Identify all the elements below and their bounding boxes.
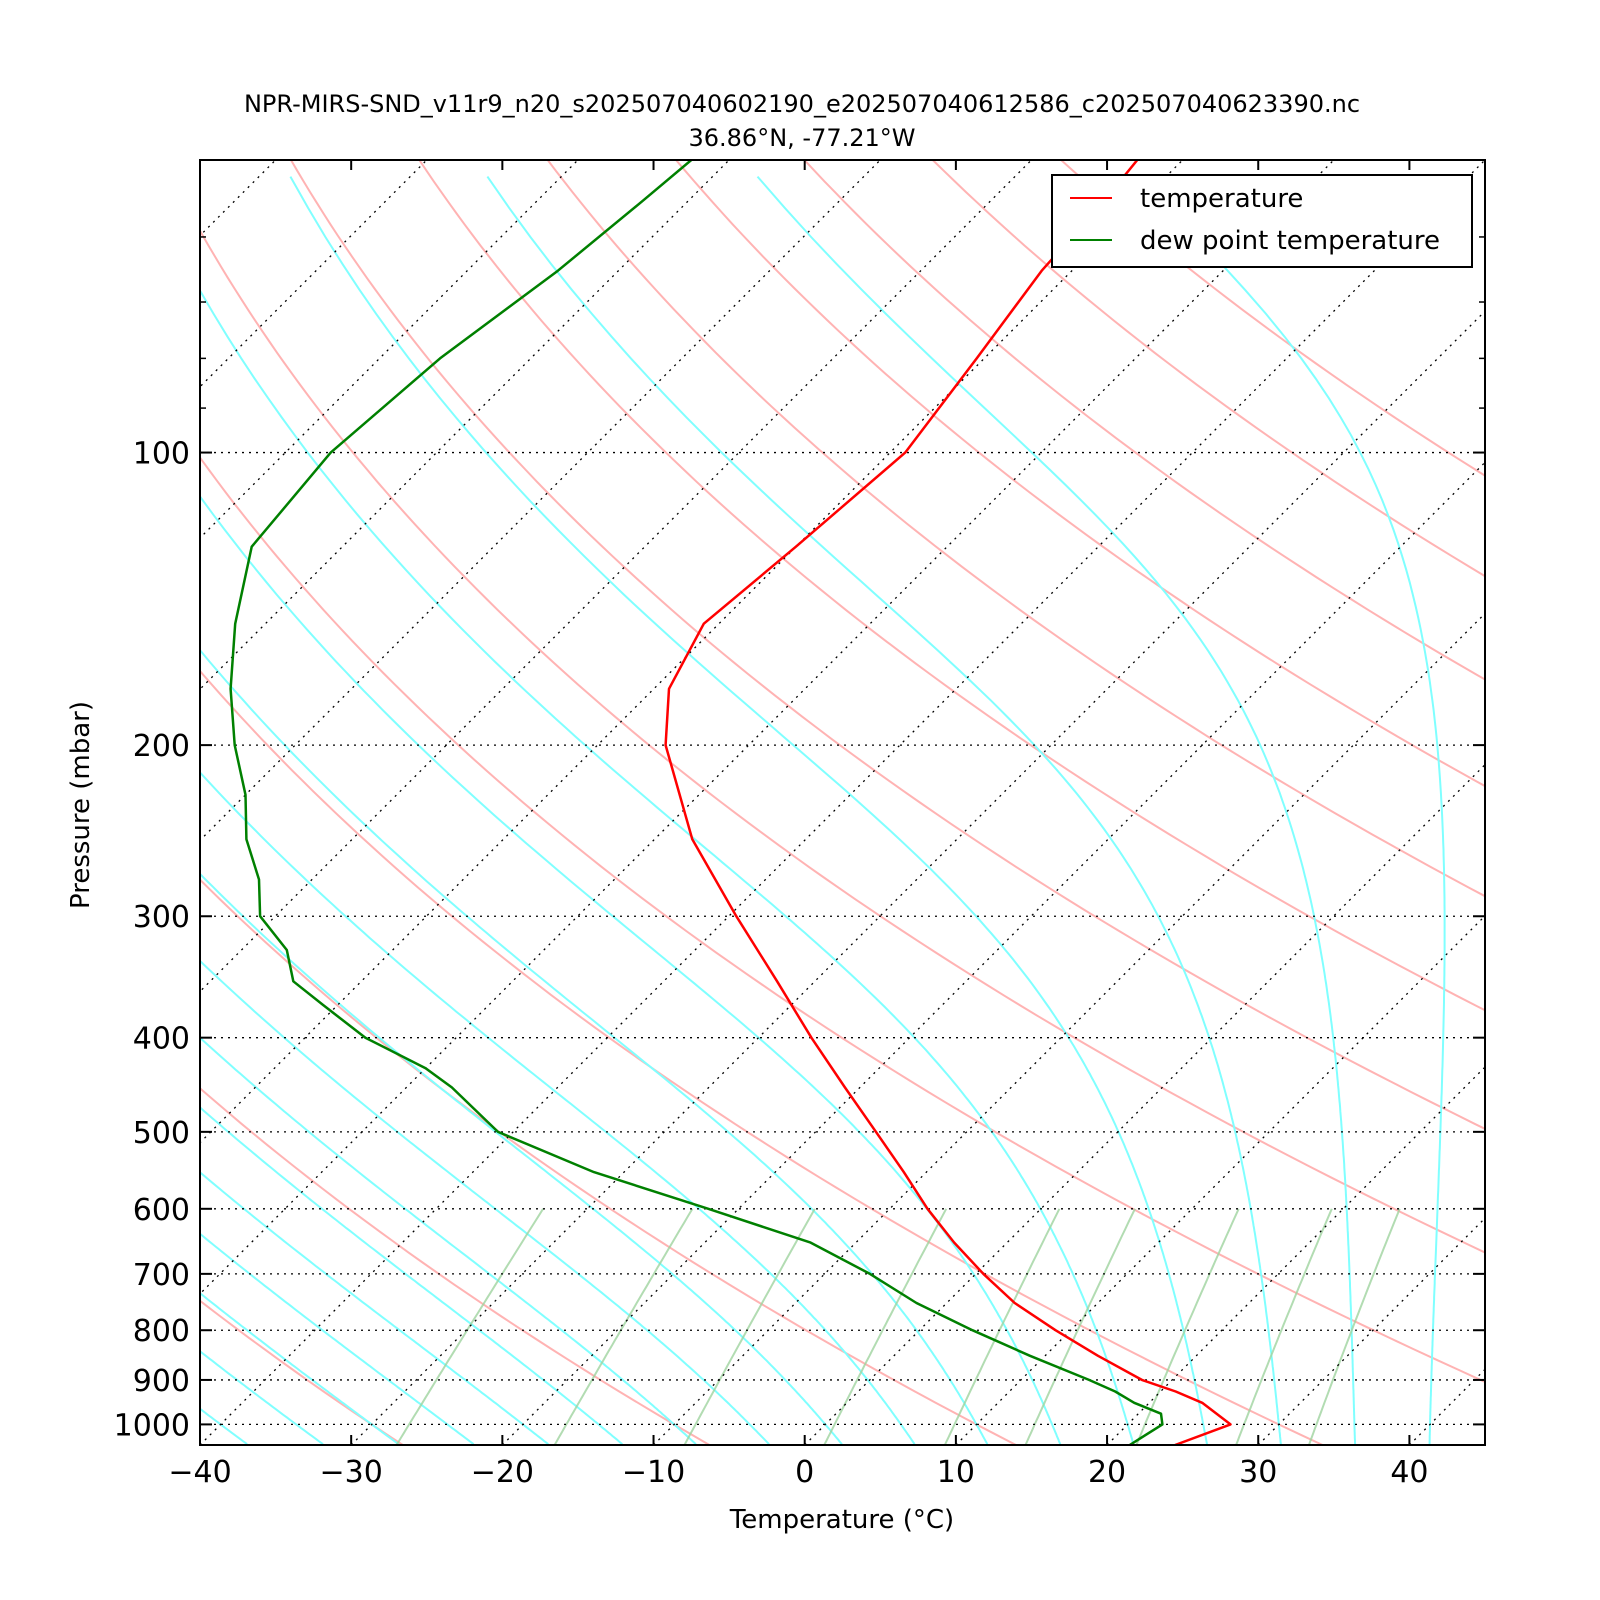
dry-adiabat-line	[200, 669, 1324, 1445]
dry-adiabat-line	[418, 160, 1485, 1012]
y-tick-label: 700	[133, 1258, 190, 1293]
moist-adiabat-line	[200, 494, 1062, 1445]
isotherm-gridline	[955, 914, 1485, 1445]
mixing-ratio-line	[553, 1208, 694, 1445]
moist-adiabat-line	[200, 648, 989, 1445]
y-tick-label: 600	[133, 1193, 190, 1228]
dry-adiabat-line	[290, 160, 1485, 1130]
isotherm-gridline	[1408, 1368, 1485, 1445]
moist-adiabat-line	[200, 959, 770, 1445]
isotherm-gridline	[1257, 1217, 1485, 1445]
chart-subtitle: 36.86°N, -77.21°W	[688, 124, 915, 152]
chart-title: NPR-MIRS-SND_v11r9_n20_s202507040602190_…	[244, 90, 1360, 118]
dry-adiabat-line	[200, 1086, 710, 1445]
x-tick-label: −30	[320, 1455, 383, 1490]
background-lines	[0, 160, 1592, 1445]
x-tick-label: 40	[1390, 1455, 1428, 1490]
series-lines	[229, 160, 1232, 1445]
legend-label-dewpoint: dew point temperature	[1140, 226, 1440, 256]
isotherm-gridline	[804, 763, 1485, 1445]
moist-adiabat-line	[1135, 175, 1446, 1445]
y-tick-label: 100	[133, 437, 190, 472]
moist-adiabat-line	[200, 1170, 549, 1445]
moist-adiabat-line	[200, 1232, 475, 1445]
dry-adiabat-line	[1060, 160, 1485, 477]
mixing-ratio-line	[1024, 1208, 1136, 1445]
isotherm-gridline	[200, 160, 428, 388]
isotherm-gridline	[200, 160, 1335, 1295]
moist-adiabat-line	[200, 771, 916, 1445]
legend-label-temperature: temperature	[1140, 184, 1303, 214]
x-tick-label: 0	[795, 1455, 814, 1490]
isotherm-gridline	[200, 160, 730, 691]
y-tick-label: 500	[133, 1116, 190, 1151]
dry-adiabat-line	[675, 160, 1485, 788]
moist-adiabat-line	[200, 1106, 623, 1445]
legend: temperature dew point temperature	[1051, 174, 1473, 268]
plot-frame	[199, 159, 1486, 1446]
moist-adiabat-line	[486, 176, 1282, 1445]
plot-area-border	[199, 159, 1486, 1446]
y-axis-label: Pressure (mbar)	[66, 701, 96, 909]
moist-adiabat-line	[756, 175, 1357, 1445]
x-tick-label: −20	[471, 1455, 534, 1490]
x-axis-ticks: −40 −30 −20 −10 0 10 20 30 40	[168, 160, 1429, 1490]
moist-adiabat-line	[200, 1036, 697, 1445]
x-tick-label: 20	[1088, 1455, 1126, 1490]
dry-adiabat-line	[546, 160, 1485, 898]
moist-adiabat-line	[1504, 177, 1592, 1445]
moist-adiabat-line	[289, 176, 1208, 1445]
dry-adiabat-line	[200, 878, 1017, 1445]
isotherm-gridline	[350, 310, 1485, 1445]
legend-box	[1051, 174, 1473, 268]
moist-adiabat-line	[200, 288, 1135, 1445]
y-tick-label: 200	[133, 729, 190, 764]
moist-adiabat-line	[200, 872, 843, 1445]
dewpoint-line	[229, 160, 1164, 1445]
y-axis-ticks: 100 200 300 400 500 600 700 800 900 1000	[114, 159, 1485, 1443]
moist-adiabat-line	[200, 1291, 400, 1445]
mixing-ratio-line	[683, 1208, 816, 1445]
moist-adiabat-line	[200, 1349, 324, 1445]
x-tick-label: 10	[937, 1455, 975, 1490]
x-tick-label: 30	[1239, 1455, 1277, 1490]
isotherm-gridline	[200, 160, 1485, 1445]
isotherm-gridline	[501, 461, 1485, 1445]
moist-adiabat-line	[0, 177, 18, 1445]
moist-adiabat-line	[200, 1407, 248, 1445]
mixing-ratio-line	[823, 1208, 948, 1445]
dry-adiabat-line	[200, 228, 1485, 1254]
isotherm-gridline	[653, 612, 1485, 1445]
mixing-ratio-line	[1308, 1208, 1401, 1445]
y-tick-label: 900	[133, 1364, 190, 1399]
y-tick-label: 800	[133, 1314, 190, 1349]
dry-adiabat-line	[932, 160, 1485, 578]
y-tick-label: 1000	[114, 1408, 190, 1443]
dry-adiabat-line	[200, 455, 1485, 1384]
mixing-ratio-line	[943, 1208, 1061, 1445]
mixing-ratio-line	[1135, 1208, 1240, 1445]
y-tick-label: 400	[133, 1022, 190, 1057]
mixing-ratio-line	[1235, 1208, 1333, 1445]
x-axis-label: Temperature (°C)	[729, 1505, 954, 1535]
temperature-line	[664, 160, 1232, 1445]
isotherm-gridline	[0, 160, 124, 1445]
grid-lines	[0, 160, 1485, 1445]
dry-adiabat-line	[803, 160, 1485, 681]
x-tick-label: −10	[622, 1455, 685, 1490]
mixing-ratio-line	[395, 1208, 544, 1445]
isotherm-gridline	[200, 160, 277, 237]
isotherm-gridline	[1106, 1066, 1485, 1445]
y-tick-label: 300	[133, 900, 190, 935]
x-tick-label: −40	[168, 1455, 231, 1490]
isotherm-gridline	[200, 160, 1184, 1144]
